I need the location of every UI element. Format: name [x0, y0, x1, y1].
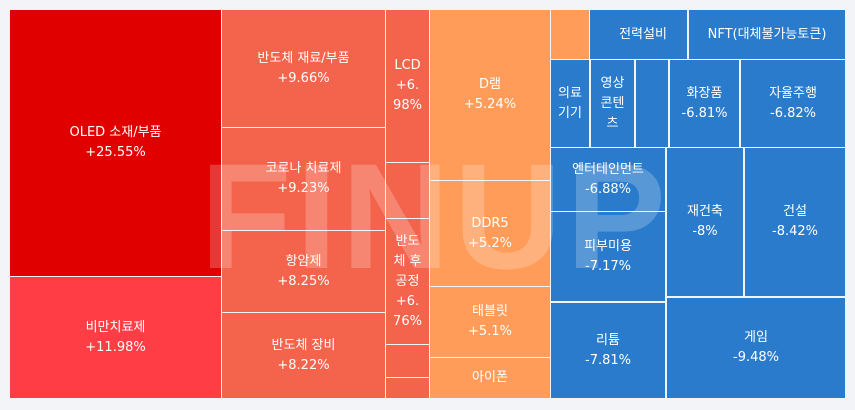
tile-name: LCD [394, 58, 421, 73]
tile-change: -7.17% [585, 258, 631, 274]
treemap-tile[interactable]: 코로나 치료제 +9.23% [222, 128, 385, 230]
tile-change: +5.2% [468, 235, 512, 251]
tile-name: 게임 [744, 330, 768, 345]
tile-name: 항암제 [285, 253, 322, 269]
tile-change: -8% [692, 224, 718, 239]
tile-change: -7.81% [585, 352, 631, 368]
tile-name: 영상콘텐츠 [600, 75, 625, 131]
tile-change: +25.55% [85, 145, 146, 160]
treemap-tile[interactable] [386, 378, 429, 398]
treemap-tile[interactable]: 반도체 후공정 +6.76% [386, 219, 429, 344]
treemap-tile[interactable]: 재건축 -8% [667, 148, 743, 296]
tile-name: 의료기기 [558, 85, 582, 121]
treemap-tile[interactable]: 반도체 재료/부품 +9.66% [222, 10, 385, 127]
treemap-tile[interactable]: 영상콘텐츠 [591, 60, 634, 147]
treemap-tile[interactable]: OLED 소재/부품 +25.55% [10, 10, 221, 276]
treemap-tile[interactable]: D램 +5.24% [430, 10, 550, 180]
treemap-tile[interactable]: 의료기기 [551, 60, 589, 147]
treemap-tile[interactable]: 아이폰 [430, 358, 550, 398]
tile-name: 반도체 후공정 [393, 233, 422, 289]
tile-name: 피부미용 [584, 238, 632, 254]
tile-name: 전력설비 [619, 26, 667, 42]
tile-change: -6.82% [770, 105, 816, 121]
tile-change: +5.24% [463, 97, 517, 112]
tile-name: D램 [479, 77, 501, 92]
treemap-tile[interactable] [386, 163, 429, 218]
treemap-tile[interactable]: 반도체 장비 +8.22% [222, 313, 385, 398]
tile-change: -6.88% [585, 181, 631, 197]
treemap-tile[interactable]: 게임 -9.48% [667, 298, 845, 398]
tile-change: +8.22% [277, 357, 330, 373]
treemap-tile[interactable]: 비만치료제 +11.98% [10, 277, 221, 398]
tile-name: DDR5 [471, 215, 509, 231]
tile-name: 태블릿 [472, 304, 508, 319]
tile-name: OLED 소재/부품 [69, 125, 162, 140]
tile-change: -9.48% [733, 350, 779, 365]
tile-name: 화장품 [686, 85, 723, 101]
tile-name: 아이폰 [472, 370, 508, 385]
tile-change: +9.23% [277, 181, 330, 196]
treemap-tile[interactable]: 태블릿 +5.1% [430, 287, 550, 357]
treemap-tile[interactable]: 피부미용 -7.17% [551, 212, 665, 301]
tile-change: +5.1% [468, 324, 512, 339]
tile-name: 반도체 장비 [271, 337, 336, 353]
tile-change: +9.66% [277, 70, 330, 86]
treemap-tile[interactable]: NFT(대체불가능토큰) [689, 10, 845, 59]
treemap-tile[interactable]: 리튬 -7.81% [551, 303, 665, 398]
treemap-tile[interactable]: 화장품 -6.81% [670, 60, 739, 147]
treemap-tile[interactable] [386, 345, 429, 377]
treemap-tile[interactable]: LCD +6.98% [386, 10, 429, 162]
treemap-tile[interactable] [551, 10, 589, 59]
treemap-tile[interactable]: 항암제 +8.25% [222, 231, 385, 312]
tile-change: -6.81% [681, 105, 728, 121]
tile-name: 반도체 재료/부품 [257, 50, 350, 66]
tile-change: +6.76% [393, 293, 422, 329]
treemap-tile[interactable]: 전력설비 [599, 10, 687, 59]
tile-name: 리튬 [596, 332, 620, 348]
tile-change: -8.42% [772, 224, 818, 239]
tile-name: 코로나 치료제 [265, 161, 342, 176]
tile-change: +11.98% [85, 339, 146, 355]
treemap-tile[interactable]: 건설 -8.42% [745, 148, 845, 296]
treemap-tile[interactable]: DDR5 +5.2% [430, 181, 550, 286]
tile-change: +6.98% [393, 78, 422, 113]
treemap-tile[interactable]: 자율주행 -6.82% [741, 60, 845, 147]
treemap-tile[interactable] [636, 60, 668, 147]
tile-name: 재건축 [687, 204, 723, 219]
tile-change: +8.25% [277, 273, 330, 289]
treemap-tile[interactable]: 엔터테인먼트 -6.88% [551, 148, 665, 211]
tile-name: 엔터테인먼트 [572, 161, 644, 177]
tile-name: 건설 [783, 204, 807, 219]
tile-name: NFT(대체불가능토큰) [707, 26, 827, 42]
tile-name: 자율주행 [769, 85, 817, 101]
tile-name: 비만치료제 [85, 319, 146, 335]
